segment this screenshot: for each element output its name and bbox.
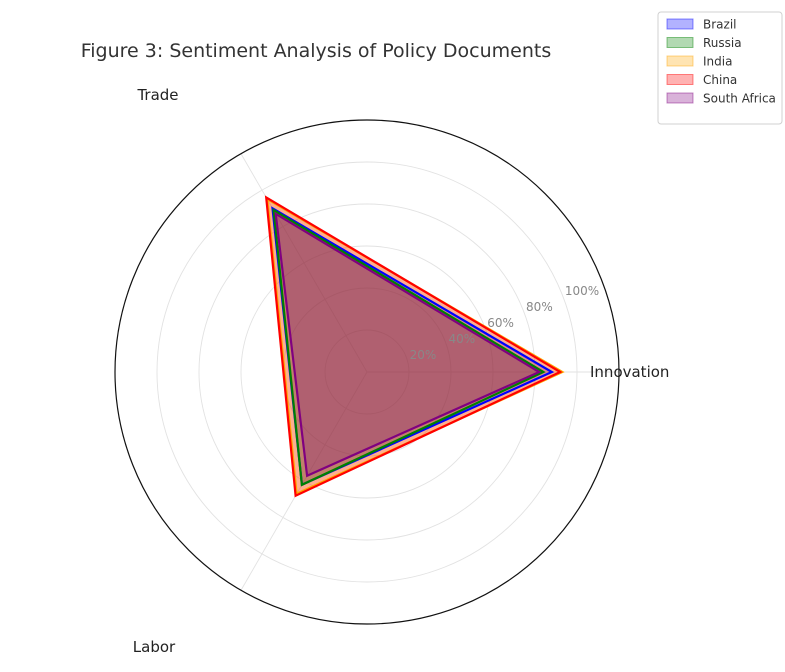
spoke-labor	[240, 371, 368, 591]
series-fill-south-africa	[275, 213, 540, 476]
legend-swatch-brazil	[666, 18, 694, 30]
series-line-south-africa	[274, 211, 542, 478]
legend-label-russia: Russia	[703, 36, 742, 50]
series-fill-brazil	[272, 208, 552, 485]
legend-swatch-china	[666, 74, 694, 85]
radar-grid	[114, 119, 620, 625]
axis-label-innovation: Innovation	[590, 363, 669, 381]
radar-series	[264, 195, 565, 498]
legend-label-south-africa: South Africa	[703, 92, 776, 106]
r-tick-label: 40%	[448, 332, 475, 346]
r-tick-label: 20%	[410, 348, 437, 362]
axis-label-trade: Trade	[136, 86, 178, 104]
series-fill-china	[266, 197, 561, 496]
legend-label-brazil: Brazil	[703, 18, 737, 32]
legend-label-india: India	[703, 55, 732, 69]
chart-title: Figure 3: Sentiment Analysis of Policy D…	[81, 40, 552, 62]
legend-swatch-russia	[666, 37, 694, 48]
series-line-russia	[272, 208, 546, 487]
series-fill-russia	[273, 210, 544, 485]
axis-label-labor: Labor	[133, 638, 176, 656]
r-tick-label: 80%	[526, 300, 553, 314]
series-line-china	[264, 195, 563, 498]
legend-swatch-south-africa	[666, 92, 694, 104]
legend-label-china: China	[703, 73, 737, 87]
r-tick-label: 60%	[487, 316, 514, 330]
r-tick-label: 100%	[565, 284, 599, 298]
spoke-trade	[240, 153, 368, 373]
radar-labels: 20% 40% 60% 80% 100% Innovation Trade Labor	[133, 86, 670, 656]
legend-swatch-india	[666, 55, 694, 67]
series-fill-india	[267, 199, 563, 494]
legend-box	[657, 11, 783, 125]
chart-legend: Brazil Russia India China South Africa	[657, 11, 783, 125]
outer-circle	[114, 119, 620, 625]
